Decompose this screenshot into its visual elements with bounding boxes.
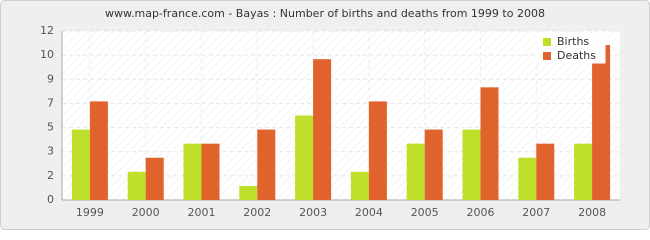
bar [406,143,425,200]
legend-label: Deaths [557,49,596,62]
bar [71,129,90,200]
bar [350,171,369,200]
bar [183,143,202,200]
x-tick-label: 2001 [188,206,216,219]
bar [239,185,258,200]
bar [295,115,314,200]
x-tick-label: 2000 [132,206,160,219]
legend-swatch [543,38,551,46]
bar [145,157,164,200]
bar [424,129,443,200]
bar [480,87,499,200]
bar [257,129,276,200]
y-tick-label: 10 [40,48,54,61]
y-tick-label: 0 [47,193,54,206]
bar [368,101,387,200]
bar [536,143,555,200]
x-tick-label: 2002 [243,206,271,219]
legend-label: Births [557,35,589,48]
y-tick-label: 9 [47,72,54,85]
bar [201,143,220,200]
chart: www.map-france.com - Bayas : Number of b… [0,0,650,230]
x-tick-label: 2004 [355,206,383,219]
legend-swatch [543,52,551,60]
bar [313,59,332,200]
y-tick-label: 12 [40,24,54,37]
y-tick-label: 2 [47,169,54,182]
y-tick-label: 5 [47,121,54,134]
y-tick-label: 3 [47,145,54,158]
x-tick-label: 2003 [299,206,327,219]
bar [462,129,481,200]
x-tick-label: 2008 [578,206,606,219]
bar [127,171,146,200]
bar [518,157,537,200]
x-tick-label: 1999 [76,206,104,219]
y-tick-label: 7 [47,96,54,109]
x-tick-label: 2005 [411,206,439,219]
bar [592,45,611,201]
x-tick-label: 2007 [522,206,550,219]
chart-title: www.map-france.com - Bayas : Number of b… [105,7,545,20]
bar [89,101,108,200]
x-tick-label: 2006 [467,206,495,219]
bar [574,143,593,200]
